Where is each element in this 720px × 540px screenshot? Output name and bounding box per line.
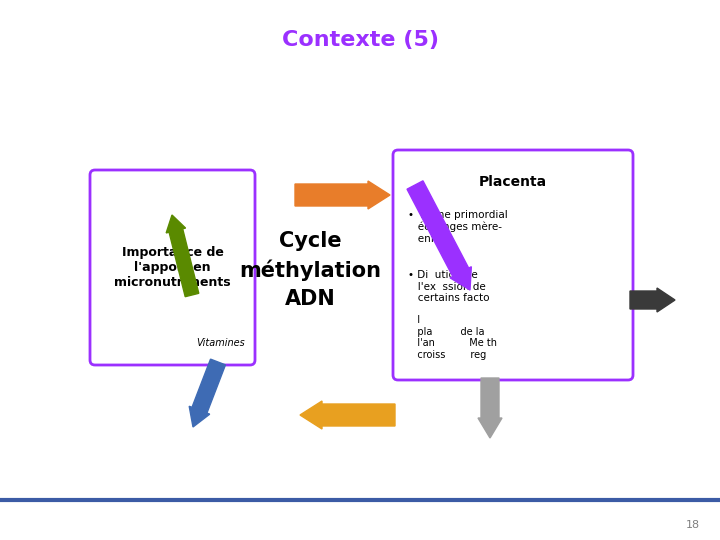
Text: •  rgane primordial
   échanges mère-
   enfant: • rgane primordial échanges mère- enfant [408, 210, 508, 244]
Text: Vitamines: Vitamines [197, 338, 245, 348]
Text: l
   pla         de la
   l'an           Me th
   croiss        reg: l pla de la l'an Me th croiss reg [408, 315, 499, 360]
FancyArrow shape [478, 378, 502, 438]
FancyArrow shape [300, 401, 395, 429]
FancyBboxPatch shape [393, 150, 633, 380]
Text: Contexte (5): Contexte (5) [282, 30, 438, 50]
FancyArrow shape [407, 181, 472, 290]
FancyArrow shape [166, 215, 199, 296]
FancyBboxPatch shape [90, 170, 255, 365]
FancyArrow shape [295, 181, 390, 209]
Text: Importance de
l'apport en
micronutriments: Importance de l'apport en micronutriment… [114, 246, 231, 289]
Text: Placenta: Placenta [479, 175, 547, 189]
Text: 18: 18 [686, 520, 700, 530]
FancyArrow shape [189, 359, 225, 427]
Text: • Di  ution de
   l'ex  ssion de
   certains facto: • Di ution de l'ex ssion de certains fac… [408, 270, 490, 303]
FancyArrow shape [630, 288, 675, 312]
Text: Cycle
méthylation
ADN: Cycle méthylation ADN [239, 231, 381, 309]
